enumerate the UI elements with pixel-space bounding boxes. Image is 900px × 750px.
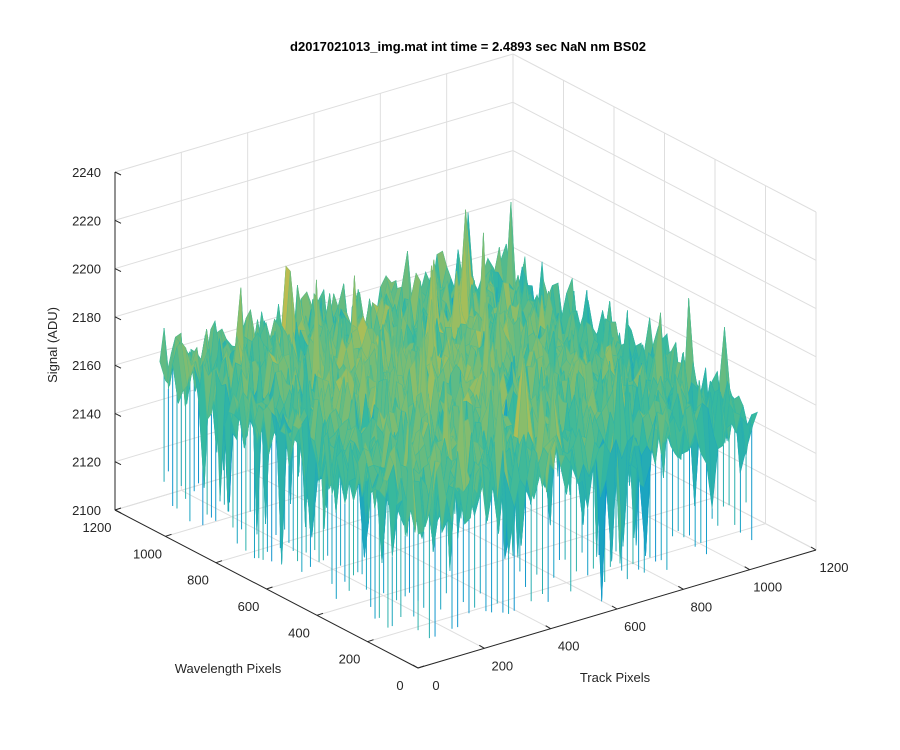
grid-line [114, 53, 514, 173]
x-tick-label: 400 [558, 639, 580, 654]
z-tick-mark [114, 268, 122, 273]
x-tick-label: 600 [624, 619, 646, 634]
z-tick-mark [114, 171, 122, 176]
z-tick-mark [114, 219, 122, 224]
x-tick-mark [412, 664, 419, 669]
z-tick-label: 2180 [72, 310, 101, 325]
z-tick-label: 2140 [72, 406, 101, 421]
z-tick-label: 2200 [72, 262, 101, 277]
z-tick-mark [114, 364, 122, 369]
grid-line [114, 150, 514, 270]
x-tick-label: 1200 [820, 560, 849, 575]
x-tick-label: 0 [432, 678, 439, 693]
z-tick-mark [114, 461, 122, 466]
z-axis-label: Signal (ADU) [45, 307, 60, 383]
z-tick-label: 2240 [72, 165, 101, 180]
y-tick-label: 1200 [83, 520, 112, 535]
x-tick-label: 200 [491, 658, 513, 673]
grid-line [512, 101, 817, 261]
z-tick-label: 2120 [72, 455, 101, 470]
grid-line [512, 150, 817, 310]
grid-line [114, 101, 514, 221]
grid-line [114, 198, 514, 318]
y-tick-mark [215, 560, 223, 564]
x-tick-label: 1000 [753, 580, 782, 595]
x-tick-mark [479, 644, 485, 649]
x-tick-mark [810, 546, 817, 551]
y-tick-label: 1000 [133, 546, 162, 561]
y-tick-mark [367, 639, 374, 643]
y-tick-mark [266, 586, 273, 590]
x-tick-mark [744, 566, 750, 571]
z-tick-mark [114, 509, 122, 514]
y-tick-mark [114, 507, 122, 511]
surface-layer [159, 201, 758, 639]
y-tick-mark [316, 612, 324, 616]
y-tick-label: 400 [288, 625, 310, 640]
x-tick-label: 800 [690, 599, 712, 614]
grid-line [316, 496, 716, 616]
grid-line [367, 523, 766, 643]
chart-title: d2017021013_img.mat int time = 2.4893 se… [290, 39, 646, 54]
y-tick-label: 0 [396, 678, 403, 693]
y-axis-label: Wavelength Pixels [175, 661, 282, 676]
x-tick-mark [545, 625, 551, 630]
x-tick-mark [678, 585, 684, 590]
ticks-layer: 0 200 400 600 800 1000 1200 0 200 400 600 800 1000 12… [72, 165, 848, 693]
grid-line [512, 246, 817, 406]
grid-line [512, 53, 817, 213]
y-tick-mark [417, 665, 425, 669]
z-tick-label: 2220 [72, 213, 101, 228]
x-tick-mark [611, 605, 618, 610]
y-tick-label: 200 [339, 652, 361, 667]
x-axis-label: Track Pixels [580, 670, 651, 685]
z-tick-mark [114, 412, 122, 417]
z-tick-label: 2100 [72, 503, 101, 518]
z-tick-mark [114, 316, 122, 321]
y-tick-label: 600 [238, 599, 260, 614]
z-tick-label: 2160 [72, 358, 101, 373]
grid-line [512, 198, 817, 358]
surface-patch [413, 480, 425, 535]
y-tick-mark [165, 533, 172, 537]
y-tick-label: 800 [187, 573, 209, 588]
